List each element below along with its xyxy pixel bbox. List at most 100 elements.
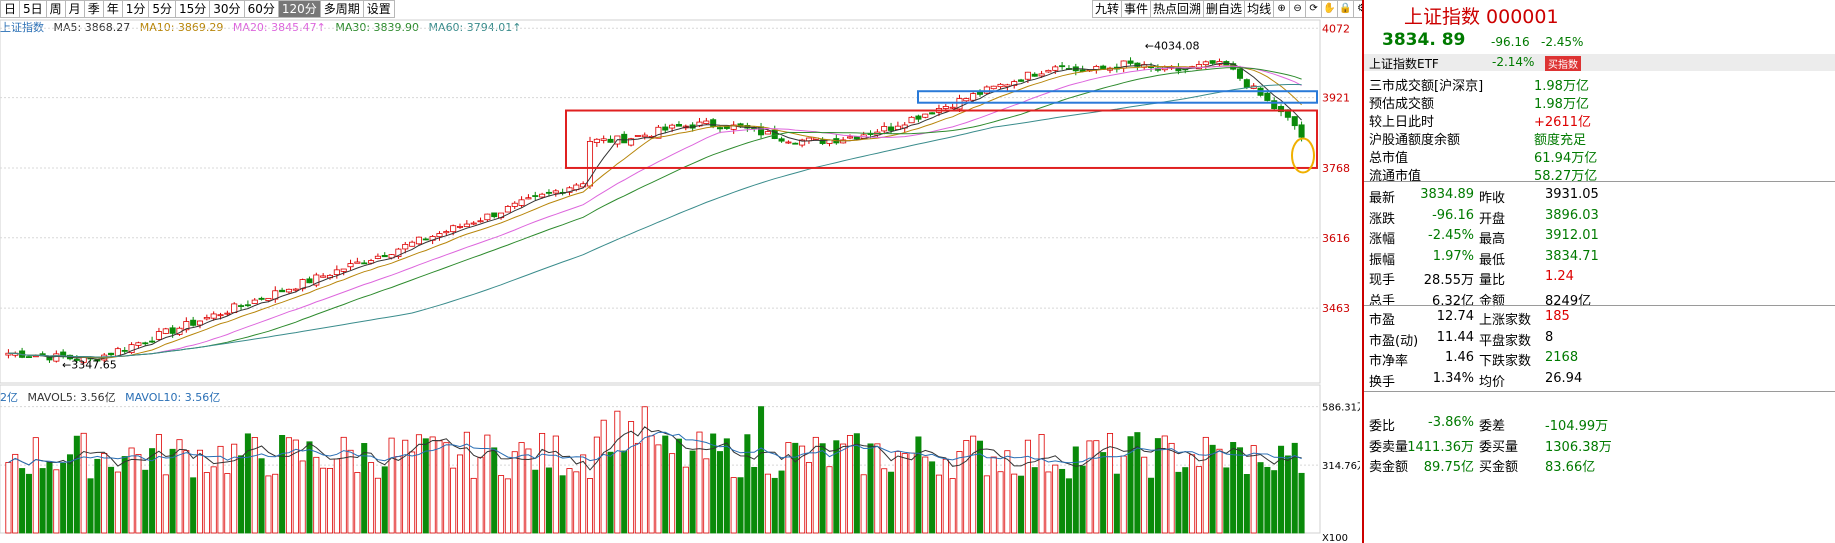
candle-body [675, 124, 682, 127]
candle-body [422, 238, 429, 241]
candle-body [217, 314, 224, 317]
vol-label: 2亿 [0, 391, 18, 404]
tool-button-3[interactable]: 删自选 [1203, 0, 1246, 18]
candle-body [840, 139, 847, 144]
candle-body [826, 139, 833, 144]
volume-bar [450, 467, 457, 534]
candle-body [525, 197, 532, 200]
volume-bar [128, 447, 135, 534]
volume-bar [963, 440, 970, 534]
stat-value: 额度充足 [1534, 133, 1587, 148]
volume-bar [833, 440, 840, 534]
candle-body [443, 231, 450, 234]
volume-bar [12, 453, 19, 534]
candle-body [1127, 60, 1134, 64]
volume-bar [169, 448, 176, 534]
period-tab-10[interactable]: 60分 [243, 0, 279, 18]
volume-bar [764, 473, 771, 534]
volume-bar [333, 458, 340, 534]
volume-bar [1141, 456, 1148, 534]
volume-bar [1079, 465, 1086, 534]
volume-bar [326, 467, 334, 534]
candle-body [463, 223, 470, 228]
period-tab-13[interactable]: 设置 [362, 0, 395, 18]
candle-body [347, 263, 354, 268]
candle-body [210, 313, 217, 319]
volume-bar [108, 466, 115, 534]
volume-bar [628, 421, 635, 534]
period-tab-8[interactable]: 15分 [175, 0, 211, 18]
red-range-box [565, 109, 1318, 169]
volume-bar [1004, 450, 1011, 534]
candle-body [470, 222, 477, 225]
candle-body [190, 319, 197, 326]
period-tab-1[interactable]: 5日 [19, 0, 47, 18]
candle-body [846, 136, 854, 139]
candle-body [1059, 65, 1066, 68]
volume-bar [210, 466, 217, 534]
quote-value: 2168 [1545, 350, 1579, 365]
volume-bar [94, 458, 101, 534]
kline-chart[interactable]: 4072 3921 3768 3616 3463 ←4034.08 ←3347.65 586.… [0, 0, 1360, 543]
candle-body [929, 112, 936, 115]
volume-bar [935, 474, 942, 534]
candle-body [963, 98, 970, 102]
volume-bar [251, 437, 258, 534]
tool-button-0[interactable]: 九转 [1092, 0, 1123, 18]
volume-bar [1291, 442, 1298, 534]
volume-bar [1182, 467, 1189, 534]
volume-bar [1018, 475, 1025, 534]
etf-row[interactable]: 上证指数ETF -2.14% 买指数 [1364, 54, 1835, 71]
volume-bar [915, 436, 922, 534]
period-tab-2[interactable]: 周 [45, 0, 66, 18]
volume-bar [484, 434, 491, 534]
volume-bar [1216, 448, 1223, 534]
quote-row: 最新 3834.89 昨收 3931.05 [1364, 186, 1835, 206]
quote-label: 委差 [1479, 419, 1506, 434]
period-tab-9[interactable]: 30分 [209, 0, 245, 18]
candle-body [402, 243, 409, 250]
candle-body [484, 213, 491, 221]
volume-bar [87, 478, 94, 534]
candle-body [1031, 73, 1038, 77]
period-tab-4[interactable]: 季 [83, 0, 104, 18]
quote-value: 89.75亿 [1423, 460, 1474, 475]
volume-bar [607, 451, 614, 534]
candle-body [532, 195, 539, 197]
volume-bar [648, 435, 655, 534]
etf-name: 上证指数ETF [1369, 57, 1439, 71]
volume-bar [46, 462, 53, 534]
volume-bar [402, 439, 409, 534]
candle-body [1004, 84, 1011, 88]
volume-bar [1230, 442, 1237, 534]
volume-bar [135, 454, 142, 534]
quote-value: 8249亿 [1545, 293, 1592, 309]
candle-body [949, 106, 956, 109]
volume-bar [634, 442, 641, 534]
candle-body [785, 141, 792, 144]
candle-body [778, 138, 785, 142]
volume-bar [306, 441, 313, 534]
y-tick-label: 4072 [1322, 22, 1350, 35]
tool-button-4[interactable]: 均线 [1244, 0, 1275, 18]
quote-label: 下跌家数 [1479, 354, 1532, 369]
candle-body [1038, 73, 1045, 77]
quote-value: 185 [1545, 309, 1570, 324]
volume-bar [1257, 462, 1264, 534]
volume-bar [826, 466, 833, 534]
period-tab-5[interactable]: 年 [102, 0, 123, 18]
volume-bar [1086, 440, 1093, 534]
period-tab-12[interactable]: 多周期 [319, 0, 364, 18]
quote-row: 现手 28.55万 量比 1.24 [1364, 268, 1835, 288]
volume-bar [758, 406, 765, 534]
quote-value: 11.44 [1436, 329, 1474, 345]
quote-label: 委比 [1369, 419, 1396, 434]
volume-bar [238, 455, 245, 534]
candle-body [285, 288, 292, 293]
period-tab-11[interactable]: 120分 [277, 0, 321, 18]
etf-buy-button[interactable]: 买指数 [1545, 56, 1581, 71]
candle-body [621, 133, 628, 144]
quote-value: 12.74 [1436, 309, 1474, 324]
quote-value: 26.94 [1545, 370, 1583, 386]
candle-body [121, 349, 128, 352]
